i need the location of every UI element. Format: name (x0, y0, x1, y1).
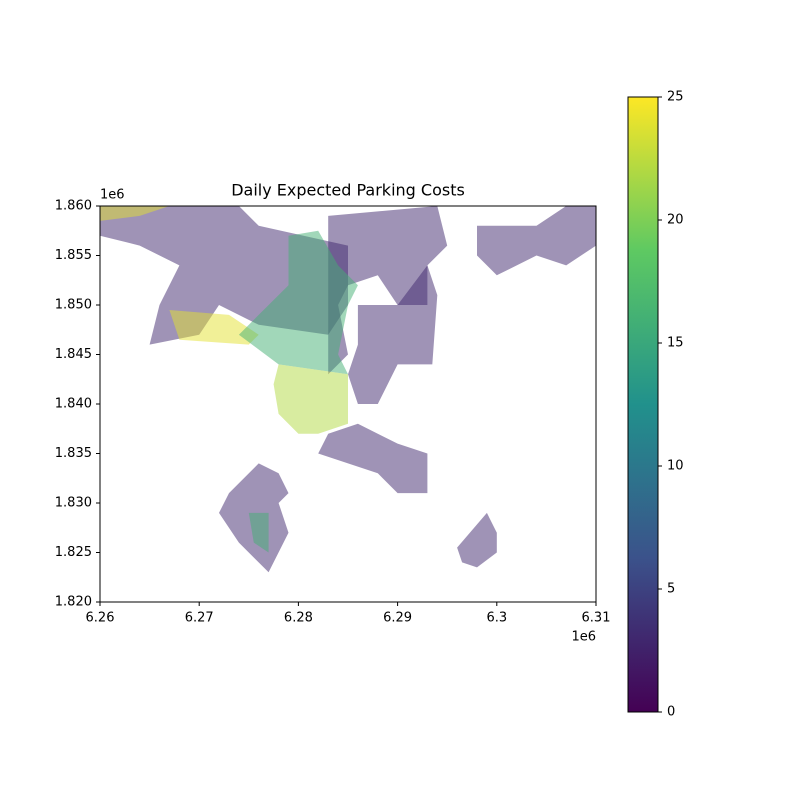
region (273, 364, 348, 434)
colorbar-tick-label: 5 (667, 582, 675, 597)
region (457, 512, 497, 568)
region (248, 512, 269, 553)
colorbar-tick-label: 20 (667, 213, 684, 228)
y-tick-label: 1.860 (55, 199, 92, 214)
x-offset-text: 1e6 (571, 630, 596, 645)
x-tick-label: 6.29 (383, 611, 412, 626)
y-tick-label: 1.835 (55, 446, 92, 461)
y-tick-label: 1.820 (55, 595, 92, 610)
colorbar-tick-label: 0 (667, 705, 675, 720)
x-tick-label: 6.31 (582, 611, 611, 626)
region (477, 206, 596, 276)
region (238, 230, 358, 375)
map-area (100, 206, 596, 573)
region (348, 265, 438, 404)
colorbar-tick-label: 15 (667, 336, 684, 351)
region (328, 206, 448, 375)
y-tick-label: 1.840 (55, 397, 92, 412)
colorbar-tick-label: 10 (667, 459, 684, 474)
colorbar-tick-label: 25 (667, 90, 684, 105)
y-tick-label: 1.850 (55, 298, 92, 313)
x-tick-label: 6.3 (486, 611, 507, 626)
x-tick-label: 6.27 (185, 611, 214, 626)
y-offset-text: 1e6 (100, 188, 125, 203)
y-tick-label: 1.845 (55, 347, 92, 362)
x-tick-label: 6.28 (284, 611, 313, 626)
x-tick-label: 6.26 (86, 611, 115, 626)
y-tick-label: 1.830 (55, 496, 92, 511)
y-tick-label: 1.855 (55, 248, 92, 263)
region (318, 423, 428, 494)
region (169, 310, 259, 345)
y-tick-label: 1.825 (55, 545, 92, 560)
region (100, 206, 170, 221)
colorbar (627, 96, 659, 713)
chart-title: Daily Expected Parking Costs (231, 181, 465, 200)
